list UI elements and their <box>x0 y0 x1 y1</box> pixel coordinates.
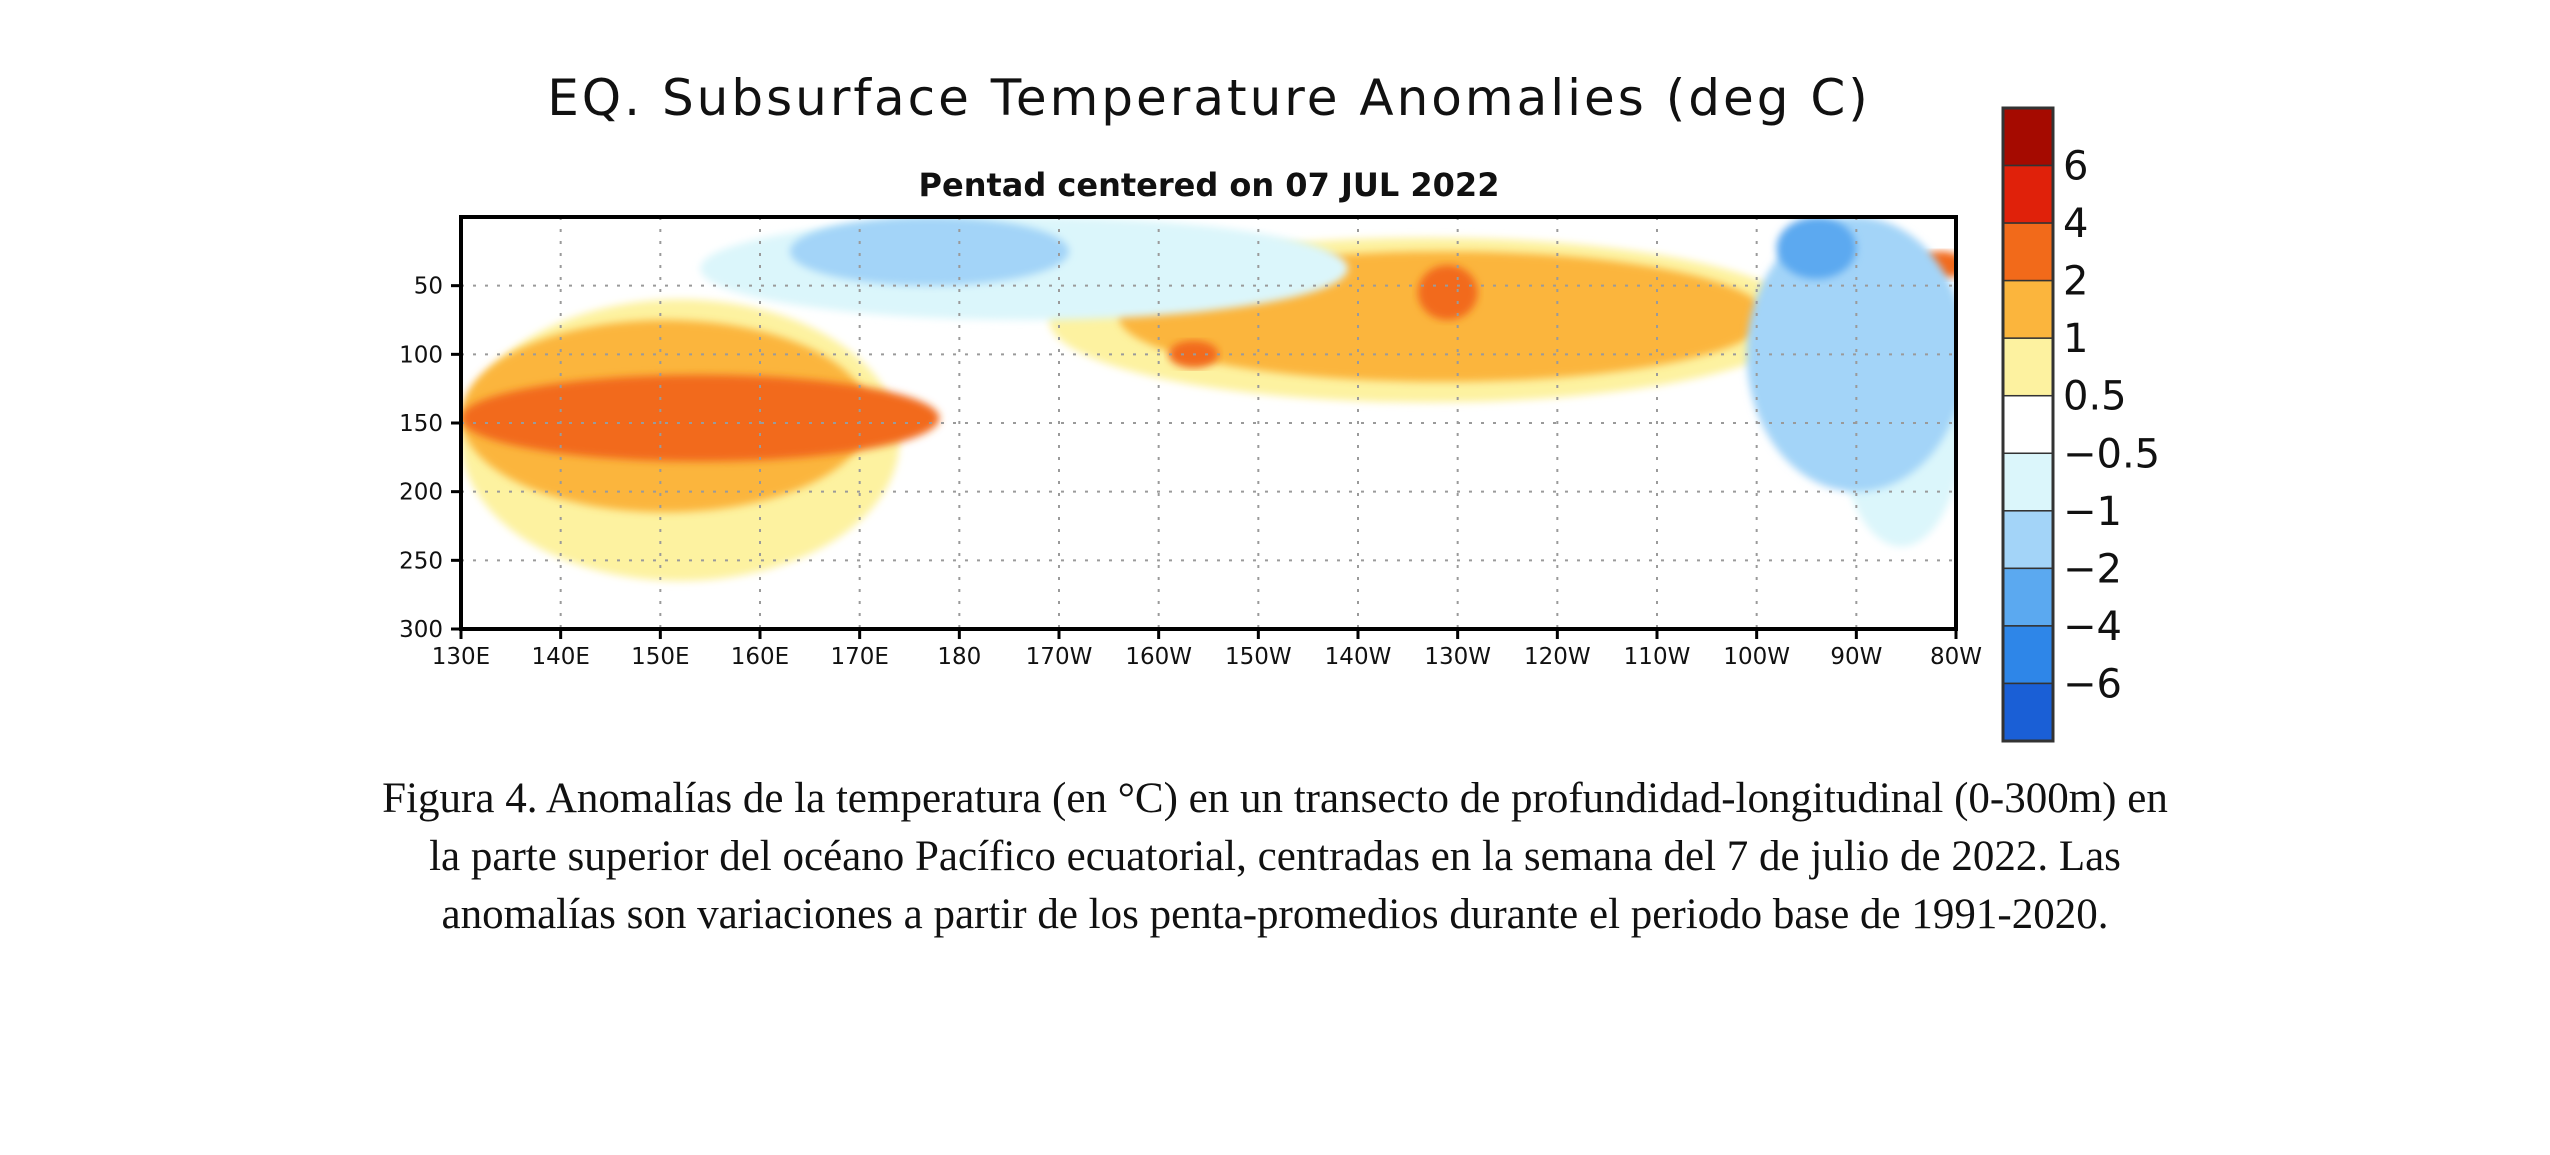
colorbar-bin <box>2002 164 2054 224</box>
x-tick-label: 140E <box>531 644 589 670</box>
x-tick-label: 150W <box>1225 644 1292 670</box>
colorbar-label: −0.5 <box>2063 431 2160 477</box>
colorbar-bin <box>2002 107 2054 167</box>
anomaly-region-12 <box>1776 217 1857 279</box>
x-tick-label: 170E <box>830 644 888 670</box>
x-tick-label: 130E <box>432 644 490 670</box>
colorbar-label: −2 <box>2063 546 2122 592</box>
caption-line-2: la parte superior del océano Pacífico ec… <box>429 833 2121 880</box>
y-axis: 50 100 150 200 250 300 <box>399 274 461 643</box>
x-tick-label: 120W <box>1524 644 1591 670</box>
colorbar-label: −6 <box>2063 661 2122 707</box>
anomaly-region-5 <box>1417 265 1478 320</box>
chart-subtitle: Pentad centered on 07 JUL 2022 <box>919 166 1500 204</box>
figure-caption: Figura 4. Anomalías de la temperatura (e… <box>175 770 2375 944</box>
y-tick-label: 150 <box>399 411 443 437</box>
x-tick-label: 80W <box>1930 644 1982 670</box>
colorbar-label: 2 <box>2063 259 2088 305</box>
x-tick-label: 150E <box>631 644 689 670</box>
colorbar-bin <box>2002 394 2054 455</box>
colorbar-bin <box>2002 567 2054 627</box>
colorbar-bin <box>2002 337 2054 397</box>
x-tick-label: 160E <box>731 644 789 670</box>
x-tick-label: 170W <box>1026 644 1093 670</box>
colorbar-label: 4 <box>2063 201 2088 247</box>
colorbar-bin <box>2002 510 2054 570</box>
colorbar-label: −4 <box>2063 604 2122 650</box>
x-axis: 130E 140E 150E 160E 170E 180 170W 160W 150W 140W 1… <box>432 629 1982 670</box>
colorbar-bin <box>2002 279 2054 339</box>
y-tick-label: 300 <box>399 617 443 643</box>
colorbar-bin <box>2002 625 2054 685</box>
caption-line-3: anomalías son variaciones a partir de lo… <box>441 891 2109 938</box>
colorbar-label: 6 <box>2063 144 2088 190</box>
x-tick-label: 160W <box>1125 644 1192 670</box>
x-tick-label: 110W <box>1624 644 1691 670</box>
x-tick-label: 140W <box>1325 644 1392 670</box>
colorbar-legend: 6 4 2 1 0.5 −0.5 −1 −2 −4 −6 <box>2001 106 2160 743</box>
colorbar-frame <box>2001 106 2055 743</box>
x-tick-label: 130W <box>1424 644 1491 670</box>
colorbar-bin <box>2002 452 2054 512</box>
caption-line-1: Figura 4. Anomalías de la temperatura (e… <box>382 775 2168 822</box>
x-tick-label: 90W <box>1830 644 1882 670</box>
y-tick-label: 200 <box>399 480 443 506</box>
colorbar-label: −1 <box>2063 489 2122 535</box>
y-tick-label: 250 <box>399 548 443 574</box>
x-tick-label: 100W <box>1723 644 1790 670</box>
y-tick-label: 100 <box>399 342 443 368</box>
subsurface-anomaly-figure: EQ. Subsurface Temperature Anomalies (de… <box>399 69 2160 743</box>
colorbar-bin <box>2002 682 2054 742</box>
x-tick-label: 180 <box>937 644 981 670</box>
y-tick-label: 50 <box>414 274 443 300</box>
anomaly-region-2 <box>461 374 940 462</box>
chart-title: EQ. Subsurface Temperature Anomalies (de… <box>547 69 1871 127</box>
colorbar-bin <box>2002 222 2054 282</box>
anomaly-region-9 <box>789 217 1069 286</box>
colorbar-label: 0.5 <box>2063 374 2127 420</box>
colorbar-label: 1 <box>2063 316 2088 362</box>
grid-lines <box>461 217 1956 629</box>
